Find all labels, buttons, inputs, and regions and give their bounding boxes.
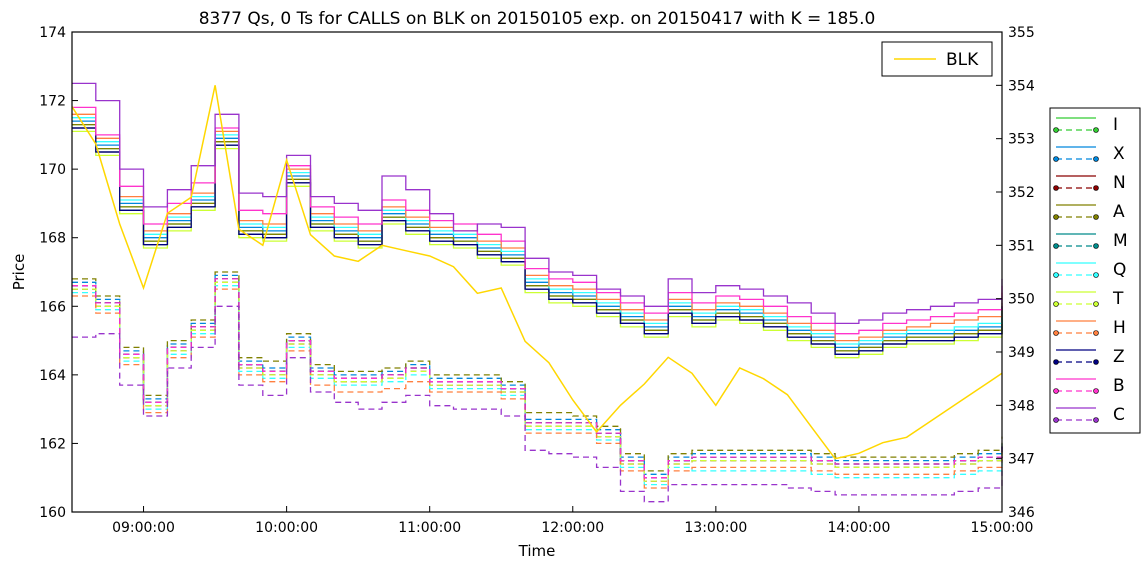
series-z-ask-line — [72, 127, 1003, 355]
y-tick-label: 164 — [39, 368, 66, 384]
legend-m-marker — [1093, 243, 1099, 249]
legend-n-label: N — [1113, 173, 1126, 193]
legend-b-marker — [1053, 388, 1059, 394]
x-tick-label: 09:00:00 — [112, 520, 175, 536]
series-h-ask-line — [72, 113, 1003, 342]
series-b-bid-line — [72, 278, 1003, 479]
series-a-bid-line — [72, 271, 1003, 472]
y-tick-label: 170 — [39, 162, 66, 178]
legend-i-marker — [1093, 127, 1099, 133]
legend-h-marker — [1053, 330, 1059, 336]
x-axis-label: Time — [518, 542, 556, 560]
legend-top: BLK — [881, 41, 993, 77]
legend-n-marker — [1053, 185, 1059, 191]
y2-tick-label: 355 — [1008, 25, 1035, 41]
plot-underlying — [71, 85, 1003, 460]
legend-m-marker — [1053, 243, 1059, 249]
legend-c-marker — [1093, 417, 1099, 423]
y-tick-label: 168 — [39, 231, 66, 247]
legend-a-marker — [1093, 214, 1099, 220]
series-x-bid-line — [72, 274, 1003, 475]
series-q-bid-line — [72, 285, 1003, 486]
series-q-ask-line — [72, 117, 1003, 345]
chart-title: 8377 Qs, 0 Ts for CALLS on BLK on 201501… — [199, 9, 876, 29]
plot-frame — [71, 31, 1003, 513]
y-tick-label: 166 — [39, 299, 66, 315]
legend-m-label: M — [1113, 231, 1128, 251]
y2-tick-label: 349 — [1008, 345, 1035, 361]
legend-h-label: H — [1113, 318, 1126, 338]
y2-tick-label: 347 — [1008, 452, 1035, 468]
legend-q-label: Q — [1113, 260, 1126, 280]
plot-series — [72, 82, 1003, 503]
legend-x-marker — [1093, 156, 1099, 162]
y-tick-label: 174 — [39, 25, 66, 41]
series-t-bid-line — [72, 281, 1003, 482]
y2-tick-label: 348 — [1008, 398, 1035, 414]
series-m-bid-line — [72, 278, 1003, 479]
x-tick-label: 13:00:00 — [684, 520, 747, 536]
legend-blk-label: BLK — [946, 50, 979, 70]
y-tick-label: 160 — [39, 505, 66, 521]
legend-b-marker — [1093, 388, 1099, 394]
legend-q-marker — [1053, 272, 1059, 278]
y-tick-label: 172 — [39, 94, 66, 110]
y-tick-label: 162 — [39, 436, 66, 452]
series-z-bid-line — [72, 278, 1003, 479]
x-tick-label: 12:00:00 — [541, 520, 604, 536]
legend-c-marker — [1053, 417, 1059, 423]
y-axis-ticks: 160 162 164 166 168 170 172 174 — [39, 25, 78, 521]
legend-i-marker — [1053, 127, 1059, 133]
y2-tick-label: 352 — [1008, 185, 1035, 201]
x-axis-ticks: 09:00:00 10:00:00 11:00:00 12:00:00 13:00:00… — [112, 506, 1033, 536]
series-c-bid-line — [72, 305, 1003, 503]
series-x-ask-line — [72, 120, 1003, 349]
y2-tick-label: 350 — [1008, 292, 1035, 308]
series-c-ask-line — [72, 82, 1003, 325]
legend-z-label: Z — [1113, 347, 1125, 367]
legend-t-label: T — [1112, 289, 1124, 309]
legend-c-label: C — [1113, 405, 1125, 425]
legend-q-marker — [1093, 272, 1099, 278]
x-tick-label: 11:00:00 — [398, 520, 461, 536]
series-t-ask-line — [72, 130, 1003, 359]
legend-x-marker — [1053, 156, 1059, 162]
y-axis-label: Price — [10, 254, 28, 291]
series-h-bid-line — [72, 288, 1003, 489]
series-i-ask-line — [72, 123, 1003, 352]
x-tick-label: 15:00:00 — [971, 520, 1034, 536]
y2-tick-label: 346 — [1008, 505, 1035, 521]
series-a-ask-line — [72, 123, 1003, 352]
legend-x-label: X — [1113, 144, 1125, 164]
y2-tick-label: 354 — [1008, 78, 1035, 94]
legend-t-marker — [1053, 301, 1059, 307]
underlying-blk-line — [71, 85, 1003, 460]
legend-n-marker — [1093, 185, 1099, 191]
y2-tick-label: 351 — [1008, 238, 1035, 254]
legend-h-marker — [1093, 330, 1099, 336]
legend-i-label: I — [1113, 115, 1118, 135]
legend-z-marker — [1093, 359, 1099, 365]
legend-b-label: B — [1113, 376, 1125, 396]
y2-tick-label: 353 — [1008, 132, 1035, 148]
series-b-ask-line — [72, 106, 1003, 335]
x-tick-label: 14:00:00 — [827, 520, 890, 536]
legend-a-marker — [1053, 214, 1059, 220]
x-tick-label: 10:00:00 — [255, 520, 318, 536]
legend-z-marker — [1053, 359, 1059, 365]
legend-t-marker — [1093, 301, 1099, 307]
series-i-bid-line — [72, 278, 1003, 479]
legend-a-label: A — [1113, 202, 1125, 222]
y2-axis-ticks: 346 347 348 349 350 351 352 353 354 355 — [996, 25, 1035, 521]
